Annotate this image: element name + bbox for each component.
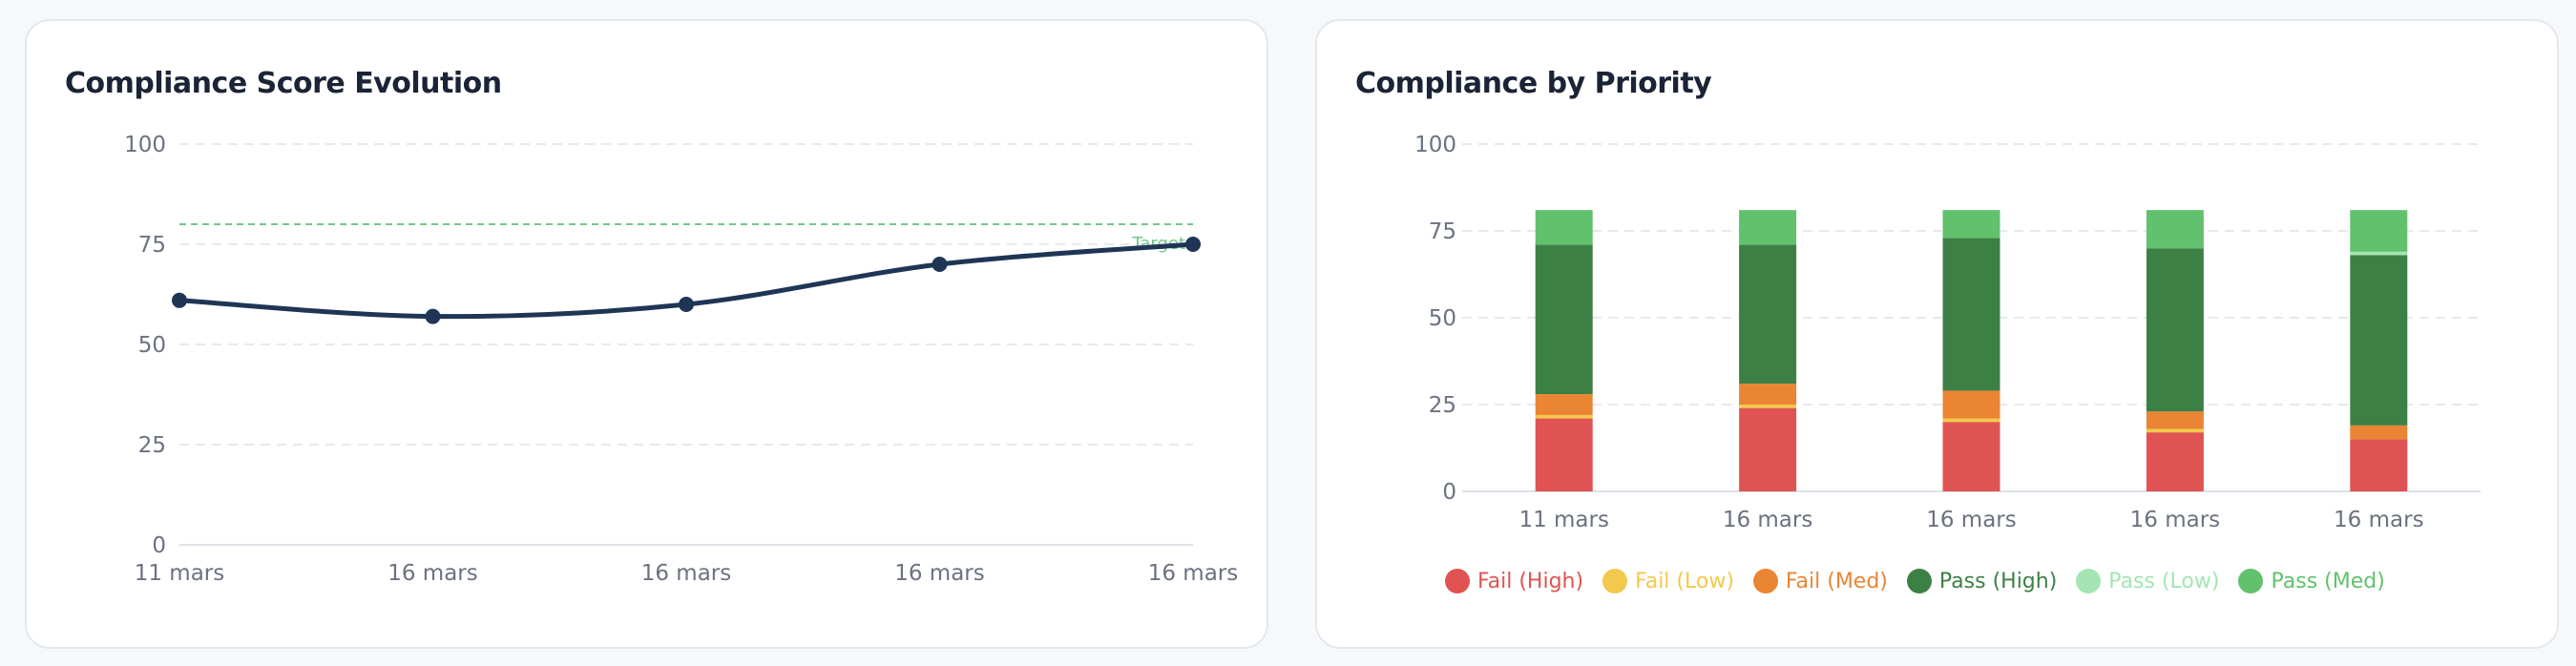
score-line-chart: 0 25 50 75 100 11 mars 16 mars 16 mars 16 mars 16… [124,133,1239,586]
score-evolution-card: Compliance Score Evolution 0 25 50 75 100 11 … [25,19,1268,649]
legend-swatch [1752,569,1778,593]
x-tick-label: 11 mars [1518,508,1609,532]
score-data-point [932,257,948,272]
legend-item[interactable]: Fail (Med) [1752,569,1888,593]
x-tick-label: 16 mars [2130,508,2221,532]
priority-card: Compliance by Priority 0 25 50 75 100 11 mars… [1315,19,2559,649]
x-tick-label: 16 mars [1723,508,1813,532]
legend-swatch [1445,569,1470,593]
bar-segment [1942,418,2000,423]
bar-segment [1535,244,1593,395]
bar-segment [2146,428,2204,433]
legend-swatch [1602,569,1628,593]
legend-label: Pass (Low) [2108,569,2220,593]
bar-segment [2350,439,2408,491]
legend-label: Fail (Low) [1635,569,1734,593]
bar-segment [1942,210,2000,239]
y-tick-label: 25 [1429,393,1456,418]
legend-item[interactable]: Fail (Low) [1602,569,1734,593]
x-tick-label: 16 mars [2334,508,2424,532]
bar-segment [1739,405,1797,408]
y-tick-label: 25 [138,433,166,458]
legend-swatch [2238,569,2264,593]
y-tick-label: 50 [1429,306,1456,331]
legend-label: Fail (High) [1477,569,1584,593]
bar-segment [1942,422,2000,491]
score-data-point [425,308,441,324]
score-data-point [1185,237,1201,252]
bar-segment [1739,407,1797,491]
bar-segment [2350,210,2408,252]
priority-chart-title: Compliance by Priority [1355,67,1712,100]
y-tick-label: 0 [1442,480,1456,505]
bar-segment [2350,251,2408,256]
bar-segment [1739,244,1797,385]
bar-segment [1739,210,1797,245]
legend-label: Fail (Med) [1785,569,1888,593]
y-tick-label: 50 [138,333,166,358]
score-chart-title: Compliance Score Evolution [65,67,502,100]
bar-segment [1535,418,1593,491]
bar-segment [1942,390,2000,419]
y-tick-label: 0 [152,533,166,558]
legend-swatch [1906,569,1932,593]
x-tick-label: 16 mars [894,561,985,586]
bar-segment [1535,394,1593,415]
score-data-point [679,297,694,312]
legend-label: Pass (Med) [2271,569,2385,593]
x-tick-label: 16 mars [1148,561,1239,586]
y-tick-label: 75 [1429,219,1456,244]
legend-swatch [2076,569,2102,593]
legend-label: Pass (High) [1938,569,2058,593]
y-tick-label: 75 [138,233,166,258]
legend-item[interactable]: Fail (High) [1445,569,1583,593]
bar-segment [2146,248,2204,412]
y-tick-label: 100 [1414,133,1456,157]
score-data-point [172,292,187,308]
x-tick-label: 16 mars [641,561,732,586]
x-tick-label: 16 mars [387,561,478,586]
bar-segment [2146,210,2204,249]
bar-segment [2350,255,2408,426]
priority-legend: Fail (High) Fail (Low) Fail (Med) Pass (Hig… [1445,569,2404,593]
legend-item[interactable]: Pass (High) [1906,569,2058,593]
legend-item[interactable]: Pass (Med) [2238,569,2385,593]
x-tick-label: 16 mars [1926,508,2017,532]
bar-segment [2350,425,2408,440]
y-tick-label: 100 [124,133,166,157]
legend-item[interactable]: Pass (Low) [2076,569,2219,593]
bar-segment [2146,432,2204,491]
bar-segment [1535,210,1593,245]
x-tick-label: 11 mars [135,561,225,586]
bar-segment [2146,411,2204,429]
bar-segment [1942,238,2000,391]
bar-segment [1739,384,1797,405]
bar-segment [1535,414,1593,419]
priority-stacked-bar-chart: 0 25 50 75 100 11 mars 16 mars 16 mars 16 mars 16… [1414,133,2481,532]
